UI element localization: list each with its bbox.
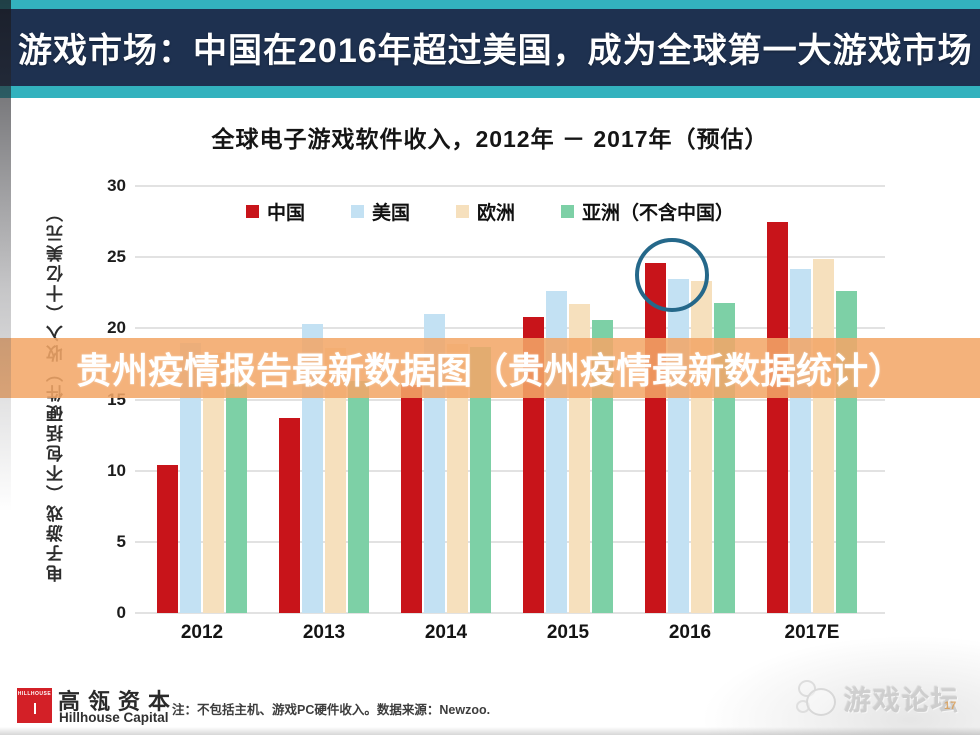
chart-title: 全球电子游戏软件收入，2012年 － 2017年（预估）: [211, 126, 769, 152]
legend-swatch-icon: [561, 205, 575, 218]
hillhouse-logo-word: HILLHOUSE: [17, 691, 52, 697]
header-teal-strip-bottom: [0, 86, 980, 98]
highlight-circle-2016-icon: [635, 237, 709, 312]
hillhouse-logo-icon: HILLHOUSE: [17, 688, 52, 723]
source-note: 注：不包括主机、游戏PC硬件收入。数据来源：Newzoo.: [172, 703, 491, 717]
x-tick-2013: 2013: [302, 622, 346, 643]
legend-item-美国: 美国: [350, 198, 410, 225]
watermark-overlay-band: 贵州疫情报告最新数据图（贵州疫情最新数据统计）: [0, 338, 980, 398]
gridline-30: [135, 185, 885, 187]
legend-item-亚洲（不含中国）: 亚洲（不含中国）: [561, 198, 734, 225]
bar-2013-中国: [279, 418, 300, 613]
legend-label: 欧洲: [477, 203, 516, 224]
hillhouse-name-en: Hillhouse Capital: [59, 710, 169, 725]
page-number: 17: [944, 700, 957, 712]
x-tick-2015: 2015: [546, 622, 590, 643]
x-tick-2016: 2016: [668, 622, 712, 643]
corner-shadow: [700, 635, 980, 735]
watermark-overlay-text: 贵州疫情报告最新数据图（贵州疫情最新数据统计）: [75, 350, 904, 391]
bar-2012-美国: [180, 342, 201, 613]
left-edge-shadow: [0, 0, 11, 640]
bar-2017E-中国: [767, 221, 788, 613]
legend-label: 美国: [371, 203, 410, 224]
legend-item-欧洲: 欧洲: [456, 198, 515, 225]
y-tick-0: 0: [116, 603, 126, 622]
forum-cat-icon: [796, 678, 838, 718]
bottom-edge-shadow: [0, 727, 980, 735]
chart-legend: 中国 美国 欧洲 亚洲（不含中国）: [0, 198, 980, 225]
header-navy-band: 游戏市场：中国在2016年超过美国，成为全球第一大游戏市场: [0, 9, 980, 86]
y-tick-25: 25: [107, 247, 126, 267]
legend-label: 中国: [266, 203, 305, 224]
hillhouse-name-cn: 高瓴资本: [58, 689, 179, 714]
legend-label: 亚洲（不含中国）: [582, 203, 735, 224]
bar-2013-欧洲: [325, 348, 346, 613]
gridline-15: [135, 398, 885, 401]
x-tick-2012: 2012: [180, 622, 224, 643]
gridline-25: [135, 256, 885, 259]
bar-2012-欧洲: [203, 352, 224, 613]
y-tick-30: 30: [107, 176, 126, 195]
y-tick-5: 5: [116, 531, 126, 551]
gridline-10: [135, 469, 885, 472]
bar-2012-中国: [157, 464, 178, 613]
bar-2012-亚洲（不含中国）: [226, 383, 247, 613]
x-tick-2017E: 2017E: [784, 622, 840, 643]
bar-2017E-美国: [790, 268, 811, 613]
x-tick-2014: 2014: [424, 622, 468, 643]
bar-2014-中国: [401, 385, 422, 613]
bar-2014-欧洲: [447, 343, 468, 613]
bar-2016-欧洲: [691, 281, 712, 613]
legend-swatch-icon: [350, 205, 364, 218]
forum-watermark-text: 游戏论坛: [844, 685, 960, 716]
y-tick-10: 10: [107, 460, 126, 480]
bar-2017E-欧洲: [813, 258, 834, 613]
bar-2016-美国: [668, 278, 689, 613]
gridline-0: [135, 612, 885, 614]
forum-watermark: 游戏论坛: [796, 678, 960, 718]
header-teal-strip-top: [0, 0, 980, 9]
y-tick-20: 20: [107, 318, 126, 338]
hillhouse-logo-tick: [33, 703, 36, 714]
bar-2014-亚洲（不含中国）: [470, 346, 491, 613]
bar-2016-中国: [645, 262, 666, 613]
page-title: 游戏市场：中国在2016年超过美国，成为全球第一大游戏市场: [18, 32, 973, 70]
legend-item-中国: 中国: [245, 198, 305, 225]
gridline-20: [135, 327, 885, 330]
bar-2013-亚洲（不含中国）: [348, 380, 369, 613]
gridline-5: [135, 540, 885, 543]
header-band: 游戏市场：中国在2016年超过美国，成为全球第一大游戏市场: [0, 0, 980, 98]
legend-swatch-icon: [245, 205, 259, 218]
legend-swatch-icon: [456, 205, 469, 218]
